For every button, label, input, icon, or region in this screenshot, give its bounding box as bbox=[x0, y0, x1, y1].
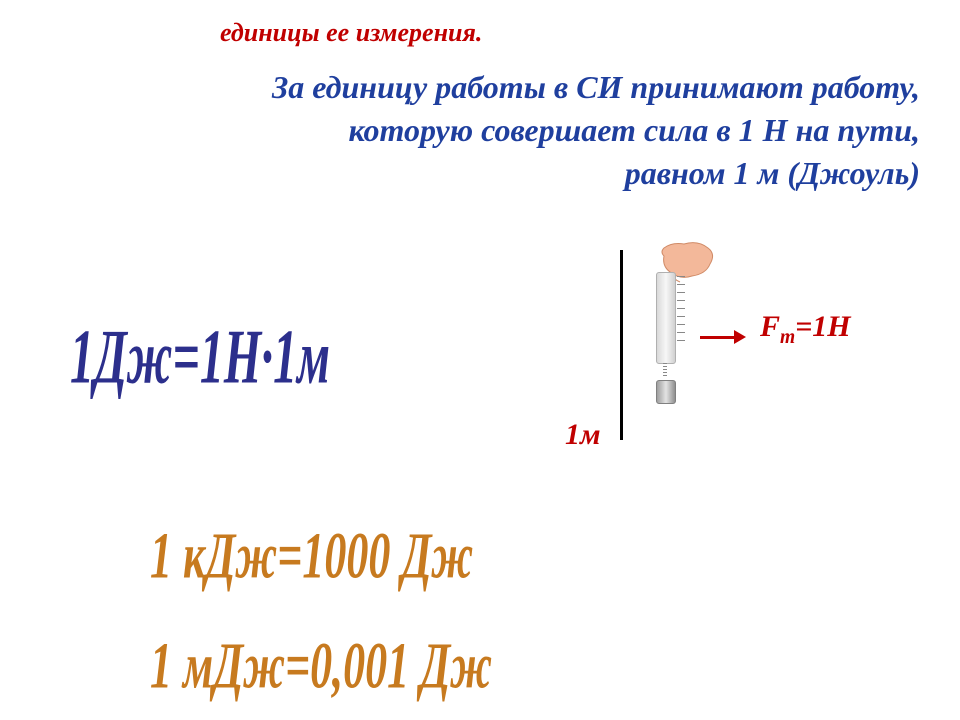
distance-label: 1м bbox=[565, 418, 601, 452]
conversion-kilojoule: 1 кДж=1000 Дж bbox=[150, 517, 473, 594]
distance-line bbox=[620, 250, 623, 440]
dynamometer-icon bbox=[650, 272, 680, 392]
definition-text: За единицу работы в СИ принимают работу,… bbox=[20, 66, 920, 196]
formula-joule-definition: 1Дж=1Н·1м bbox=[70, 314, 330, 402]
force-subscript: т bbox=[780, 327, 795, 348]
conversion-millijoule: 1 мДж=0,001 Дж bbox=[150, 627, 492, 704]
breadcrumb-subtitle: единицы ее измерения. bbox=[220, 18, 482, 48]
force-arrow bbox=[700, 326, 736, 344]
physics-slide: единицы ее измерения. За единицу работы … bbox=[0, 0, 960, 720]
force-symbol: F bbox=[760, 310, 780, 343]
force-label: Fт=1Н bbox=[760, 310, 851, 349]
force-value: =1Н bbox=[795, 310, 850, 343]
